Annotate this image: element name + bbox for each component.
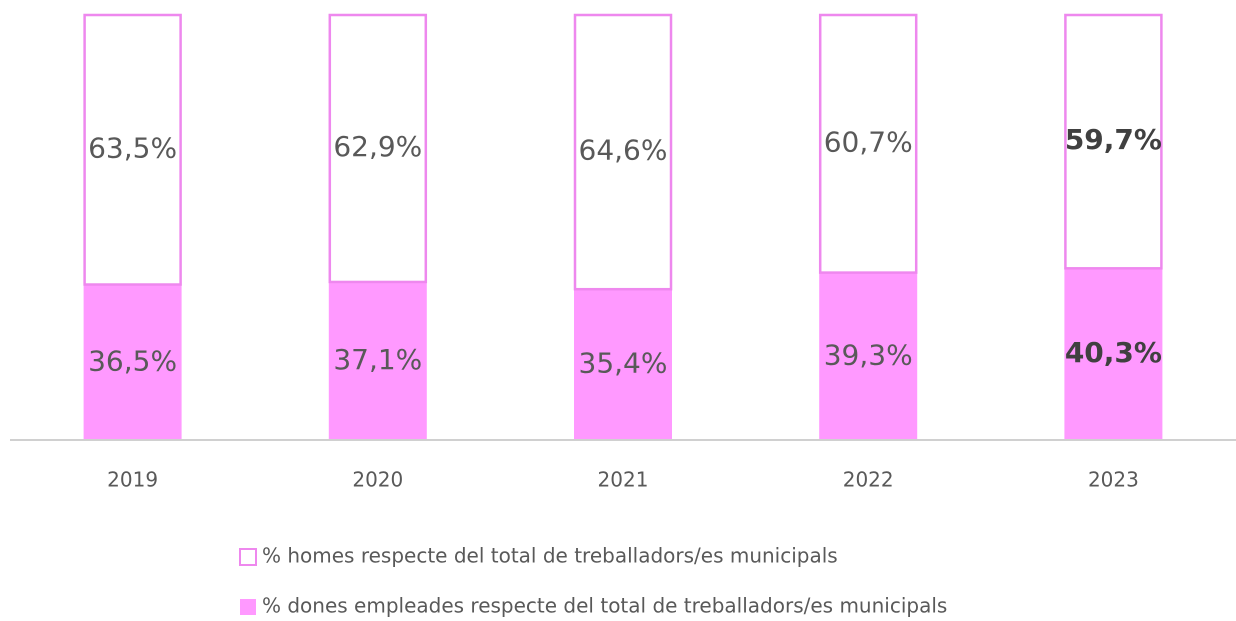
- bar-segment: [328, 13, 428, 284]
- bar-segment: [1064, 268, 1163, 440]
- data-label: 62,9%: [333, 130, 422, 163]
- bar-segment: [83, 13, 182, 286]
- data-label: 63,5%: [88, 131, 177, 164]
- bar-segment: [819, 272, 918, 440]
- bar-segment: [1064, 13, 1163, 270]
- legend-swatch: [239, 548, 257, 566]
- x-tick-label: 2020: [352, 468, 403, 492]
- data-label: 60,7%: [824, 125, 913, 158]
- x-tick-label: 2021: [598, 468, 649, 492]
- x-tick-label: 2023: [1088, 468, 1139, 492]
- x-tick-label: 2019: [107, 468, 158, 492]
- data-label: 64,6%: [579, 134, 668, 167]
- bar-segment: [818, 13, 918, 274]
- bar-segment: [83, 284, 182, 440]
- bar-segment: [574, 289, 672, 440]
- legend-label: % dones empleades respecte del total de …: [262, 594, 947, 618]
- bar-segment: [573, 13, 673, 291]
- data-label: 37,1%: [333, 343, 422, 376]
- legend-label: % homes respecte del total de treballado…: [262, 544, 838, 568]
- data-label: 36,5%: [88, 344, 177, 377]
- data-label: 40,3%: [1065, 336, 1162, 369]
- legend-swatch: [240, 599, 256, 615]
- data-label: 35,4%: [579, 347, 668, 380]
- x-tick-label: 2022: [843, 468, 894, 492]
- data-label: 59,7%: [1065, 123, 1162, 156]
- bar-segment: [328, 281, 427, 440]
- data-label: 39,3%: [824, 338, 913, 371]
